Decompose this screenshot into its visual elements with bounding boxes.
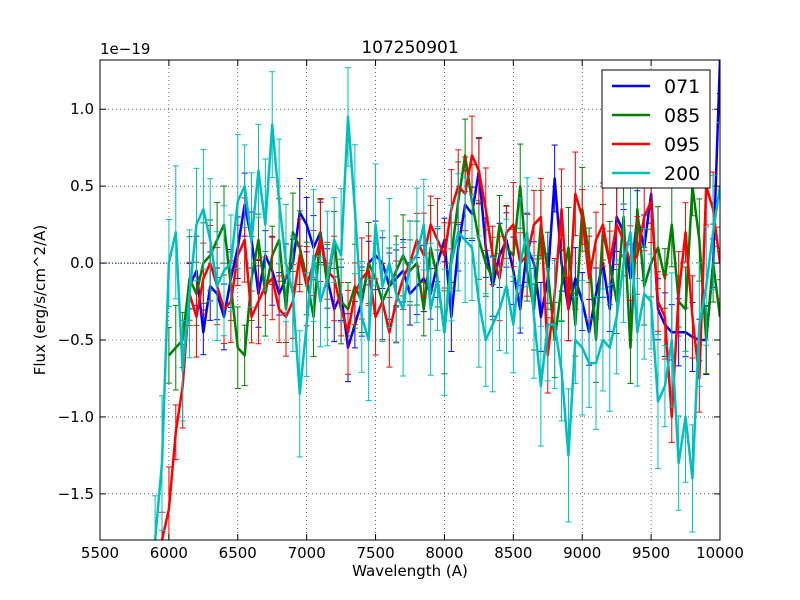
x-tick-label: 8000 bbox=[425, 544, 463, 562]
x-tick-label: 6500 bbox=[219, 544, 257, 562]
legend-label-200: 200 bbox=[664, 163, 700, 185]
y-tick-label: 0.0 bbox=[70, 254, 94, 272]
legend: 071 085 095 200 bbox=[601, 69, 711, 189]
y-tick-label: −1.0 bbox=[58, 408, 94, 426]
x-tick-label: 9000 bbox=[563, 544, 601, 562]
series-layer bbox=[152, 60, 720, 540]
x-tick-label: 7500 bbox=[356, 544, 394, 562]
x-axis-label: Wavelength (A) bbox=[352, 562, 468, 580]
series-200 bbox=[152, 67, 720, 540]
series-line-200 bbox=[153, 115, 720, 540]
legend-label-071: 071 bbox=[664, 76, 700, 98]
legend-label-095: 095 bbox=[664, 134, 700, 156]
x-tick-label: 8500 bbox=[494, 544, 532, 562]
y-tick-label: 0.5 bbox=[70, 177, 94, 195]
plot-frame bbox=[99, 59, 721, 541]
y-tick-label: 1.0 bbox=[70, 100, 94, 118]
y-axis-label: Flux (erg/s/cm^2/A) bbox=[31, 225, 49, 376]
x-tick-label: 7000 bbox=[288, 544, 326, 562]
chart-title: 107250901 bbox=[361, 38, 458, 58]
x-tick-label: 9500 bbox=[632, 544, 670, 562]
series-line-071 bbox=[188, 60, 720, 349]
x-tick-label: 10000 bbox=[696, 544, 744, 562]
y-tick-label: −1.5 bbox=[58, 485, 94, 503]
legend-box bbox=[601, 69, 711, 189]
x-tick-label: 5500 bbox=[81, 544, 119, 562]
axis-ticks: 5500 6000 6500 7000 7500 8000 8500 9000 9500 1000… bbox=[58, 60, 744, 562]
y-tick-label: −0.5 bbox=[58, 331, 94, 349]
y-offset-label: 1e−19 bbox=[100, 40, 150, 58]
legend-label-085: 085 bbox=[664, 105, 700, 127]
x-tick-label: 6000 bbox=[150, 544, 188, 562]
